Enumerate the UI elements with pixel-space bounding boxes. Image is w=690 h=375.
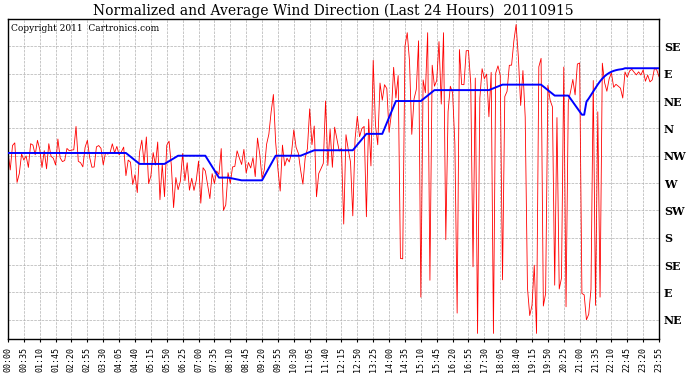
- Title: Normalized and Average Wind Direction (Last 24 Hours)  20110915: Normalized and Average Wind Direction (L…: [93, 3, 574, 18]
- Text: Copyright 2011  Cartronics.com: Copyright 2011 Cartronics.com: [11, 24, 159, 33]
